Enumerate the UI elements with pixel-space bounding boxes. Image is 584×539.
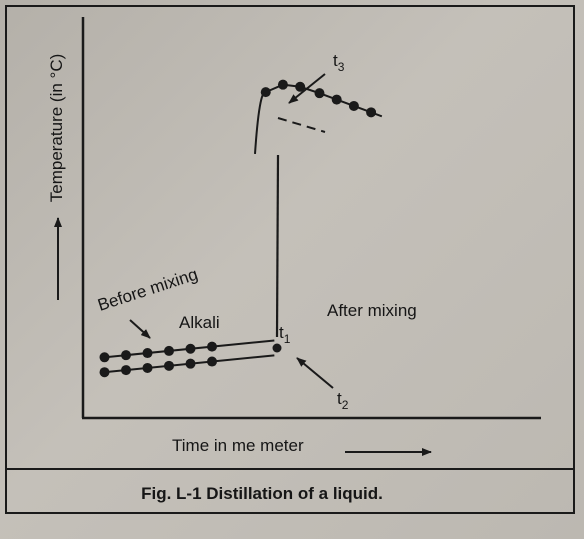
figure-frame — [5, 5, 575, 514]
t1-letter: t — [279, 323, 284, 342]
after-mixing-label: After mixing — [327, 301, 417, 320]
series-3-point — [366, 107, 377, 118]
series-2-point — [99, 367, 110, 378]
series-3-point — [277, 79, 288, 90]
series-1-point — [207, 341, 217, 352]
t3-label: t3 — [333, 51, 345, 74]
series-3-point — [260, 87, 271, 98]
t2-arrow — [296, 357, 334, 389]
before-mixing-label: Before mixing — [95, 265, 200, 315]
series-3-point — [348, 100, 359, 111]
before-mixing-arrow — [129, 319, 151, 339]
series-1-point — [164, 345, 174, 356]
series-2-point — [121, 365, 131, 376]
t3-subscript: 3 — [338, 60, 345, 74]
series-2-point — [142, 362, 153, 373]
series-2-point — [164, 360, 174, 371]
t3-letter: t — [333, 51, 338, 70]
series-1-point — [185, 343, 196, 354]
t3-arrow — [288, 73, 326, 104]
temperature-rise-line — [275, 154, 280, 338]
t2-letter: t — [337, 389, 342, 408]
t1-label: t1 — [279, 323, 291, 346]
dashed-extrapolation-line — [277, 117, 326, 133]
chart-marks — [99, 79, 383, 378]
series-1-point — [121, 350, 131, 361]
alkali-label: Alkali — [179, 313, 220, 332]
t2-subscript: 2 — [342, 398, 349, 412]
y-axis-label: Temperature (in °C) — [47, 54, 66, 203]
series-3-point — [331, 94, 342, 105]
figure-caption: Fig. L-1 Distillation of a liquid. — [141, 484, 383, 503]
series-3-point — [314, 88, 325, 99]
t2-label: t2 — [337, 389, 349, 412]
series-3-point — [295, 81, 306, 92]
series-2-point — [207, 356, 217, 367]
series-2-point — [185, 358, 196, 369]
series-1-point — [99, 352, 110, 363]
t2-point — [272, 343, 282, 353]
series-1-point — [142, 348, 153, 359]
t1-subscript: 1 — [284, 332, 291, 346]
x-axis-label: Time in me meter — [172, 436, 304, 455]
